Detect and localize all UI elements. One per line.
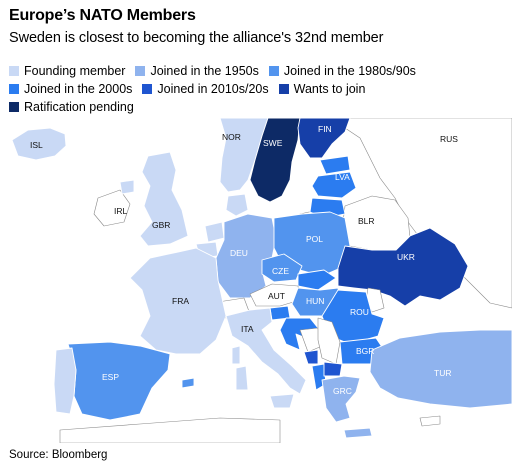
legend-swatch	[278, 84, 289, 94]
label-fin: FIN	[318, 124, 332, 134]
country-prt	[53, 347, 77, 415]
country-est	[319, 155, 351, 175]
chart-title: Europe’s NATO Members	[9, 7, 196, 24]
legend-item-founding: Founding member	[9, 64, 125, 78]
country-irl	[93, 189, 131, 227]
country-hrv	[279, 317, 319, 351]
country-ita-sardinia	[235, 365, 249, 391]
legend-item-ratification-pending: Ratification pending	[9, 100, 134, 114]
legend-swatch	[142, 84, 153, 94]
label-fra: FRA	[172, 296, 189, 306]
legend-swatch	[9, 102, 19, 112]
legend-label: Wants to join	[293, 82, 366, 96]
legend-row: Joined in the 2000s Joined in 2010s/20s …	[9, 80, 509, 98]
country-fra-corsica	[231, 345, 241, 365]
legend-label: Joined in the 1980s/90s	[283, 64, 416, 78]
legend-swatch	[9, 66, 19, 76]
country-fra	[129, 247, 227, 355]
map-svg: ISL NOR SWE FIN RUS LVA IRL GBR BLR DEU …	[0, 118, 512, 443]
label-rou: ROU	[350, 307, 369, 317]
label-bgr: BGR	[356, 346, 374, 356]
legend-swatch	[135, 66, 146, 76]
label-grc: GRC	[333, 386, 352, 396]
country-ita-sicily	[269, 393, 295, 409]
label-deu: DEU	[230, 248, 248, 258]
legend-label: Founding member	[24, 64, 126, 78]
label-isl: ISL	[30, 140, 43, 150]
legend-label: Joined in the 2000s	[24, 82, 133, 96]
country-isl	[11, 127, 67, 161]
label-rus: RUS	[440, 134, 458, 144]
label-gbr: GBR	[152, 220, 170, 230]
country-tur	[369, 329, 512, 409]
legend-item-2000s: Joined in the 2000s	[9, 82, 132, 96]
country-swe	[249, 118, 301, 203]
country-dnk	[225, 193, 249, 217]
country-gbr	[139, 151, 189, 247]
legend-label: Joined in the 1950s	[150, 64, 259, 78]
label-cze: CZE	[272, 266, 289, 276]
label-blr: BLR	[358, 216, 375, 226]
country-ita	[225, 307, 307, 395]
legend-item-2010s-20s: Joined in 2010s/20s	[142, 82, 269, 96]
label-tur: TUR	[434, 368, 451, 378]
legend-item-1980s-90s: Joined in the 1980s/90s	[268, 64, 416, 78]
legend-row: Ratification pending	[9, 98, 509, 116]
country-ukr	[337, 227, 469, 307]
legend-row: Founding member Joined in the 1950s Join…	[9, 62, 509, 80]
label-lva: LVA	[335, 172, 350, 182]
legend: Founding member Joined in the 1950s Join…	[9, 62, 509, 116]
legend-item-1950s: Joined in the 1950s	[135, 64, 259, 78]
source-note: Source: Bloomberg	[9, 449, 108, 461]
label-swe: SWE	[263, 138, 283, 148]
country-fin	[297, 118, 351, 159]
legend-label: Ratification pending	[24, 100, 134, 114]
legend-item-wants-to-join: Wants to join	[278, 82, 366, 96]
legend-label: Joined in 2010s/20s	[157, 82, 269, 96]
label-aut: AUT	[268, 291, 285, 301]
country-grc-crete	[343, 427, 373, 439]
country-cze	[261, 253, 303, 283]
country-mkd	[323, 361, 343, 377]
label-ukr: UKR	[397, 252, 415, 262]
country-lva	[311, 171, 357, 199]
label-pol: POL	[306, 234, 323, 244]
legend-swatch	[9, 84, 19, 94]
label-ita: ITA	[241, 324, 254, 334]
chart-subtitle: Sweden is closest to becoming the allian…	[9, 30, 384, 46]
label-nor: NOR	[222, 132, 241, 142]
country-grc	[321, 375, 361, 423]
country-cyp	[419, 415, 441, 427]
country-svk	[297, 269, 337, 291]
label-irl: IRL	[114, 206, 128, 216]
country-mne	[303, 349, 319, 365]
label-esp: ESP	[102, 372, 119, 382]
legend-swatch	[268, 66, 279, 76]
label-hun: HUN	[306, 296, 324, 306]
country-nld	[204, 221, 225, 243]
country-esp-balearic	[181, 377, 195, 389]
europe-map: ISL NOR SWE FIN RUS LVA IRL GBR BLR DEU …	[0, 118, 512, 443]
land-north-africa	[59, 417, 281, 443]
country-gbr-ni	[119, 179, 135, 195]
